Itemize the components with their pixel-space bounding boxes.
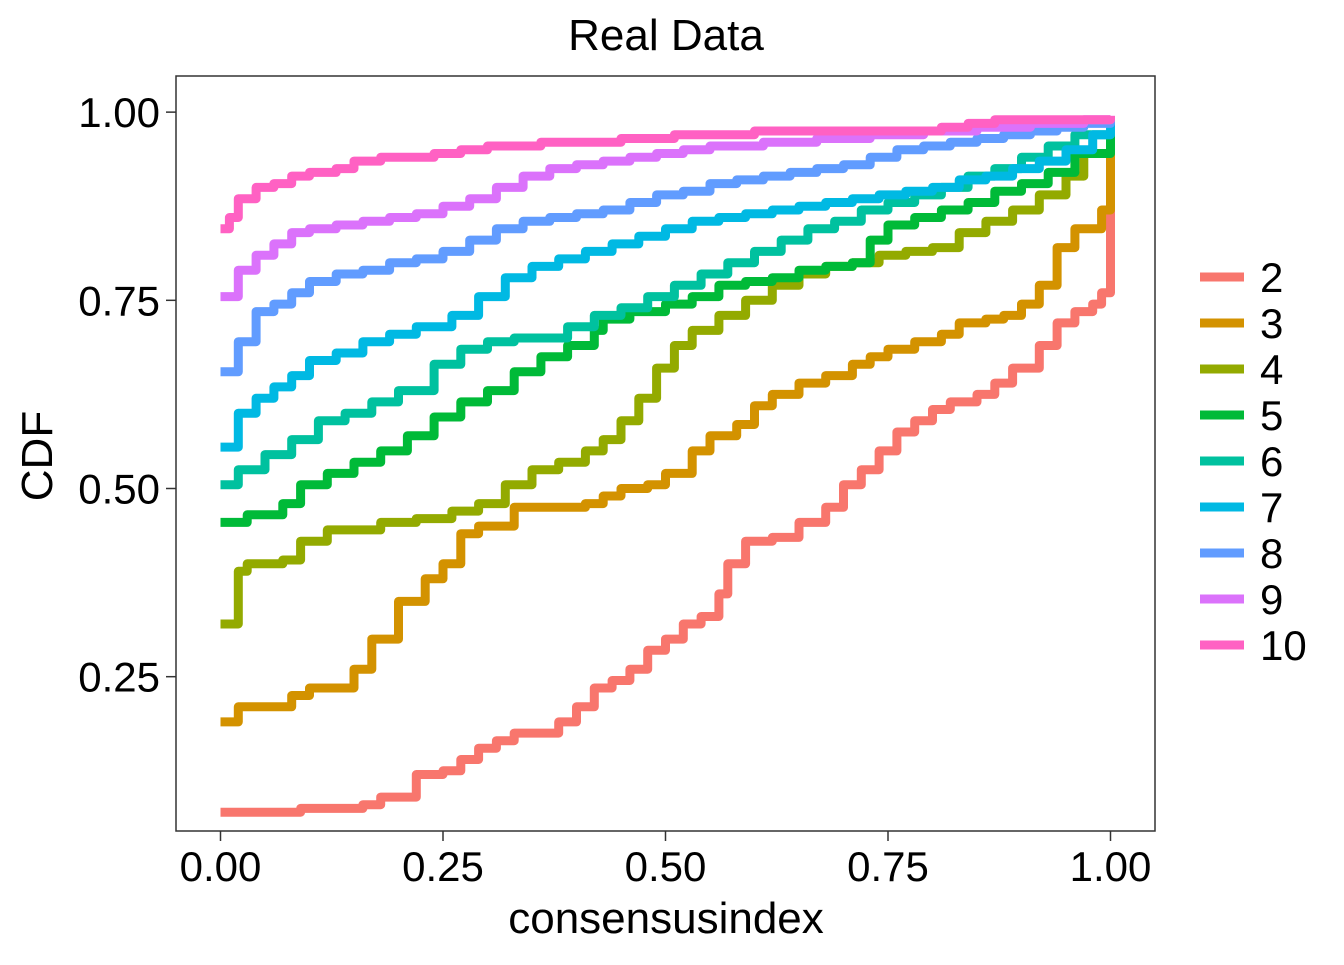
series-line-4 (220, 119, 1115, 629)
x-tick-label: 1.00 (1070, 843, 1152, 890)
legend-label: 2 (1260, 254, 1283, 301)
chart-title: Real Data (568, 11, 764, 60)
series-line-7 (220, 119, 1115, 452)
y-axis-title: CDF (13, 411, 62, 501)
legend-item-5: 5 (1200, 392, 1283, 439)
series-line-3 (220, 119, 1115, 727)
legend-item-2: 2 (1200, 254, 1283, 301)
y-axis: 0.25 0.50 0.75 1.00 (78, 89, 176, 701)
legend-label: 9 (1260, 576, 1283, 623)
series-line-2 (220, 119, 1115, 817)
series-line-5 (220, 119, 1115, 527)
legend-item-6: 6 (1200, 438, 1283, 485)
legend-label: 3 (1260, 300, 1283, 347)
legend-item-8: 8 (1200, 530, 1283, 577)
legend-label: 8 (1260, 530, 1283, 577)
y-tick-label: 0.25 (78, 654, 160, 701)
x-tick-label: 0.75 (847, 843, 929, 890)
legend-label: 5 (1260, 392, 1283, 439)
series-line-10 (220, 115, 1115, 234)
x-tick-label: 0.25 (402, 843, 484, 890)
legend-item-10: 10 (1200, 622, 1307, 669)
x-tick-label: 0.00 (180, 843, 262, 890)
x-axis-title: consensusindex (508, 894, 824, 943)
legend-label: 10 (1260, 622, 1307, 669)
legend-label: 6 (1260, 438, 1283, 485)
y-tick-label: 0.75 (78, 277, 160, 324)
series-line-6 (220, 119, 1115, 490)
series-line-8 (220, 118, 1115, 377)
x-axis: 0.00 0.25 0.50 0.75 1.00 (180, 831, 1152, 890)
legend-label: 7 (1260, 484, 1283, 531)
legend-item-4: 4 (1200, 346, 1283, 393)
legend-item-7: 7 (1200, 484, 1283, 531)
y-tick-label: 1.00 (78, 89, 160, 136)
legend-item-3: 3 (1200, 300, 1283, 347)
legend-item-9: 9 (1200, 576, 1283, 623)
y-tick-label: 0.50 (78, 466, 160, 513)
plot-area (175, 75, 1156, 832)
x-tick-label: 0.50 (625, 843, 707, 890)
legend-label: 4 (1260, 346, 1283, 393)
